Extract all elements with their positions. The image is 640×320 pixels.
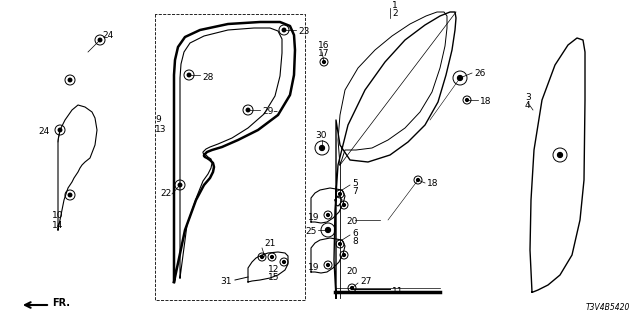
Circle shape (260, 256, 264, 259)
Text: 6: 6 (352, 228, 358, 237)
Text: 20: 20 (346, 218, 357, 227)
Text: 4: 4 (525, 101, 531, 110)
Circle shape (246, 108, 250, 112)
Text: 23: 23 (298, 27, 309, 36)
Text: 29–: 29– (262, 108, 278, 116)
Text: 25: 25 (305, 228, 316, 236)
Circle shape (342, 204, 346, 206)
Text: FR.: FR. (52, 298, 70, 308)
Text: 9: 9 (155, 116, 161, 124)
Text: 20: 20 (346, 268, 357, 276)
Text: 18: 18 (427, 180, 438, 188)
Circle shape (68, 193, 72, 197)
Circle shape (323, 60, 325, 63)
Text: 21: 21 (264, 239, 275, 249)
Text: 11: 11 (392, 286, 403, 295)
Circle shape (283, 260, 285, 263)
Text: 27: 27 (360, 276, 371, 285)
Text: 24: 24 (38, 127, 49, 137)
Text: 7: 7 (352, 187, 358, 196)
Text: 3: 3 (525, 93, 531, 102)
Text: 2: 2 (392, 9, 397, 18)
Text: 31: 31 (220, 277, 232, 286)
Text: 19: 19 (308, 213, 319, 222)
Text: 19: 19 (308, 263, 319, 273)
Text: 18: 18 (480, 97, 492, 106)
Circle shape (58, 128, 61, 132)
Text: 28: 28 (202, 73, 213, 82)
Text: 24: 24 (102, 30, 113, 39)
Circle shape (326, 264, 330, 266)
Text: 5: 5 (352, 179, 358, 188)
Circle shape (557, 153, 563, 157)
Text: T3V4B5420: T3V4B5420 (586, 303, 630, 312)
Circle shape (342, 253, 346, 256)
Text: 22: 22 (160, 189, 172, 198)
Text: 12: 12 (268, 266, 280, 275)
Text: 16: 16 (318, 41, 330, 50)
Circle shape (282, 28, 285, 32)
Circle shape (339, 193, 341, 196)
Text: 13: 13 (155, 125, 166, 134)
Text: 14: 14 (52, 220, 63, 229)
Circle shape (351, 287, 353, 289)
Text: 8: 8 (352, 236, 358, 245)
Text: 15: 15 (268, 274, 280, 283)
Text: 30: 30 (315, 132, 326, 140)
Circle shape (466, 99, 468, 101)
Circle shape (99, 38, 102, 42)
Circle shape (458, 76, 463, 80)
Circle shape (188, 73, 191, 77)
Circle shape (68, 78, 72, 82)
Text: 17: 17 (318, 49, 330, 58)
Circle shape (179, 183, 182, 187)
Text: 26: 26 (474, 69, 485, 78)
Circle shape (339, 243, 341, 245)
Circle shape (319, 146, 324, 150)
Circle shape (326, 214, 330, 216)
Circle shape (271, 256, 273, 259)
Circle shape (417, 179, 419, 181)
Text: 1: 1 (392, 1, 397, 10)
Text: 10: 10 (52, 211, 63, 220)
Circle shape (326, 228, 330, 232)
